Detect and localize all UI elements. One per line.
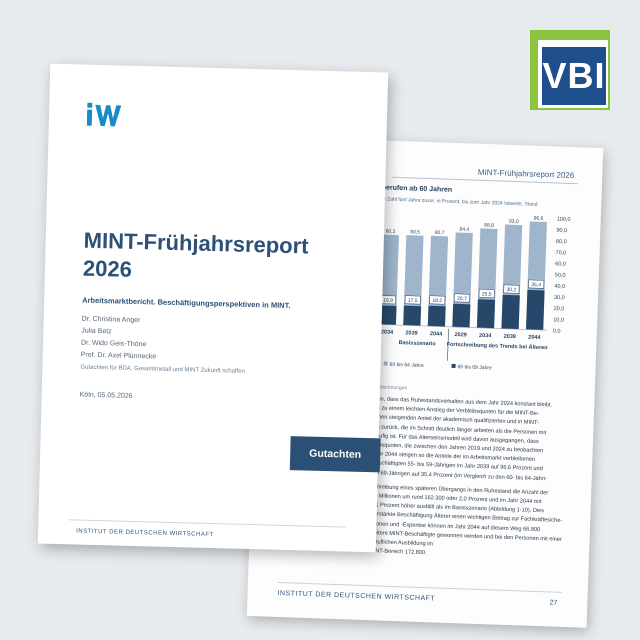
page-header: MINT-Frühjahrsreport 2026	[477, 167, 575, 181]
x-tick-label: 2034	[479, 333, 492, 339]
report-title: MINT-Frühjahrsreport 2026	[83, 227, 364, 290]
data-label-box	[528, 279, 545, 289]
x-tick-label: 2044	[430, 331, 443, 337]
cover-footer-divider	[68, 519, 347, 528]
data-label: 20,7	[457, 296, 467, 302]
legend-swatch	[451, 363, 456, 369]
group-label: Basisszenario	[399, 340, 437, 347]
group-label: Fortschreibung des Trends bei Älteren	[447, 341, 549, 352]
chart-title: berufen ab 60 Jahren	[381, 184, 453, 194]
data-label: 80,3	[386, 229, 396, 235]
y-tick-label: 20,0	[554, 306, 565, 312]
page-footer: INSTITUT DER DEUTSCHEN WIRTSCHAFT	[277, 589, 436, 603]
cover-footer: INSTITUT DER DEUTSCHEN WIRTSCHAFT	[76, 528, 214, 539]
x-tick-label: 2039	[504, 334, 516, 340]
data-label: 80,7	[435, 230, 445, 236]
y-tick-label: 40,0	[554, 284, 565, 290]
y-tick-label: 30,0	[554, 295, 565, 301]
legend-label: 65 bis 69 Jahre	[457, 364, 492, 371]
report-cover: MINT-Frühjahrsreport 2026 Arbeitsmarktbe…	[37, 63, 389, 553]
report-back-page: MINT-Frühjahrsreport 2026 berufen ab 60 …	[246, 136, 604, 628]
paragraph-1: gen, dass das Ruhestandsverhalten aus de…	[372, 395, 577, 485]
bar-60-64	[452, 232, 473, 328]
author: Prof. Dr. Axel Plünnecke	[80, 351, 157, 361]
bar-chart: 0,0 10,0 20,0 30,0 40,0 50,0 60,0 70,0 80,0 90,0 1…	[374, 216, 571, 371]
data-label: 17,5	[408, 298, 418, 304]
page-number: 27	[549, 599, 558, 607]
data-label: 93,0	[509, 219, 519, 225]
report-date: Köln, 05.05.2026	[79, 391, 133, 400]
title-line-2: 2026	[82, 255, 133, 282]
y-tick-label: 90,0	[556, 228, 567, 234]
bar-65-69	[452, 303, 471, 328]
data-label-box	[429, 295, 446, 305]
y-tick-label: 10,0	[553, 317, 564, 323]
commissioned-by: Gutachten für BDA, Gesamtmetall und MINT…	[80, 364, 245, 375]
bar-65-69	[501, 294, 520, 330]
data-label: 30,2	[506, 287, 516, 293]
author-list: Dr. Christina Anger Julia Betz Dr. Wido …	[81, 314, 158, 364]
data-label: 25,5	[482, 291, 492, 297]
data-label: 16,9	[383, 298, 393, 304]
iw-logo-icon	[86, 102, 122, 127]
group-divider	[447, 328, 449, 361]
data-label: 96,6	[534, 216, 544, 222]
data-label: 88,8	[484, 223, 494, 229]
legend-label: 60 bis 64 Jahre	[389, 362, 424, 369]
y-tick-label: 60,0	[555, 261, 566, 267]
y-tick-label: 80,0	[556, 239, 567, 245]
data-label: 18,2	[432, 298, 442, 304]
data-label: 80,5	[410, 229, 420, 235]
data-label: 35,4	[531, 282, 541, 288]
bar-65-69	[427, 305, 446, 327]
paragraph-2: schreibung eines späteren Übergangs in d…	[369, 483, 573, 564]
body-text: gen, dass das Ruhestandsverhalten aus de…	[369, 395, 577, 568]
data-label: 84,4	[459, 227, 469, 233]
x-tick-label: 2034	[381, 329, 394, 335]
bar-65-69	[403, 305, 422, 326]
data-label-box	[404, 295, 421, 305]
y-tick-label: 100,0	[557, 217, 571, 223]
bar-65-69	[476, 299, 496, 329]
y-tick-label: 70,0	[555, 250, 566, 256]
legend-swatch	[383, 361, 388, 366]
document-type-badge: Gutachten	[289, 436, 381, 473]
logo-text: VBI	[542, 47, 606, 105]
data-label-box	[453, 293, 470, 303]
x-tick-label: 2029	[454, 332, 466, 338]
iw-logo	[86, 102, 122, 128]
data-label-box	[478, 289, 495, 299]
x-tick-label: 2044	[528, 335, 541, 341]
data-label-box	[503, 284, 520, 294]
vbi-logo: VBI	[530, 30, 610, 110]
y-tick-label: 50,0	[555, 272, 566, 278]
report-subtitle: Arbeitsmarktbericht. Beschäftigungspersp…	[82, 295, 291, 311]
bar-65-69	[526, 289, 545, 331]
y-tick-label: 0,0	[553, 328, 561, 334]
x-axis	[374, 323, 547, 331]
x-tick-label: 2039	[405, 330, 417, 336]
bar-65-69	[378, 305, 397, 325]
